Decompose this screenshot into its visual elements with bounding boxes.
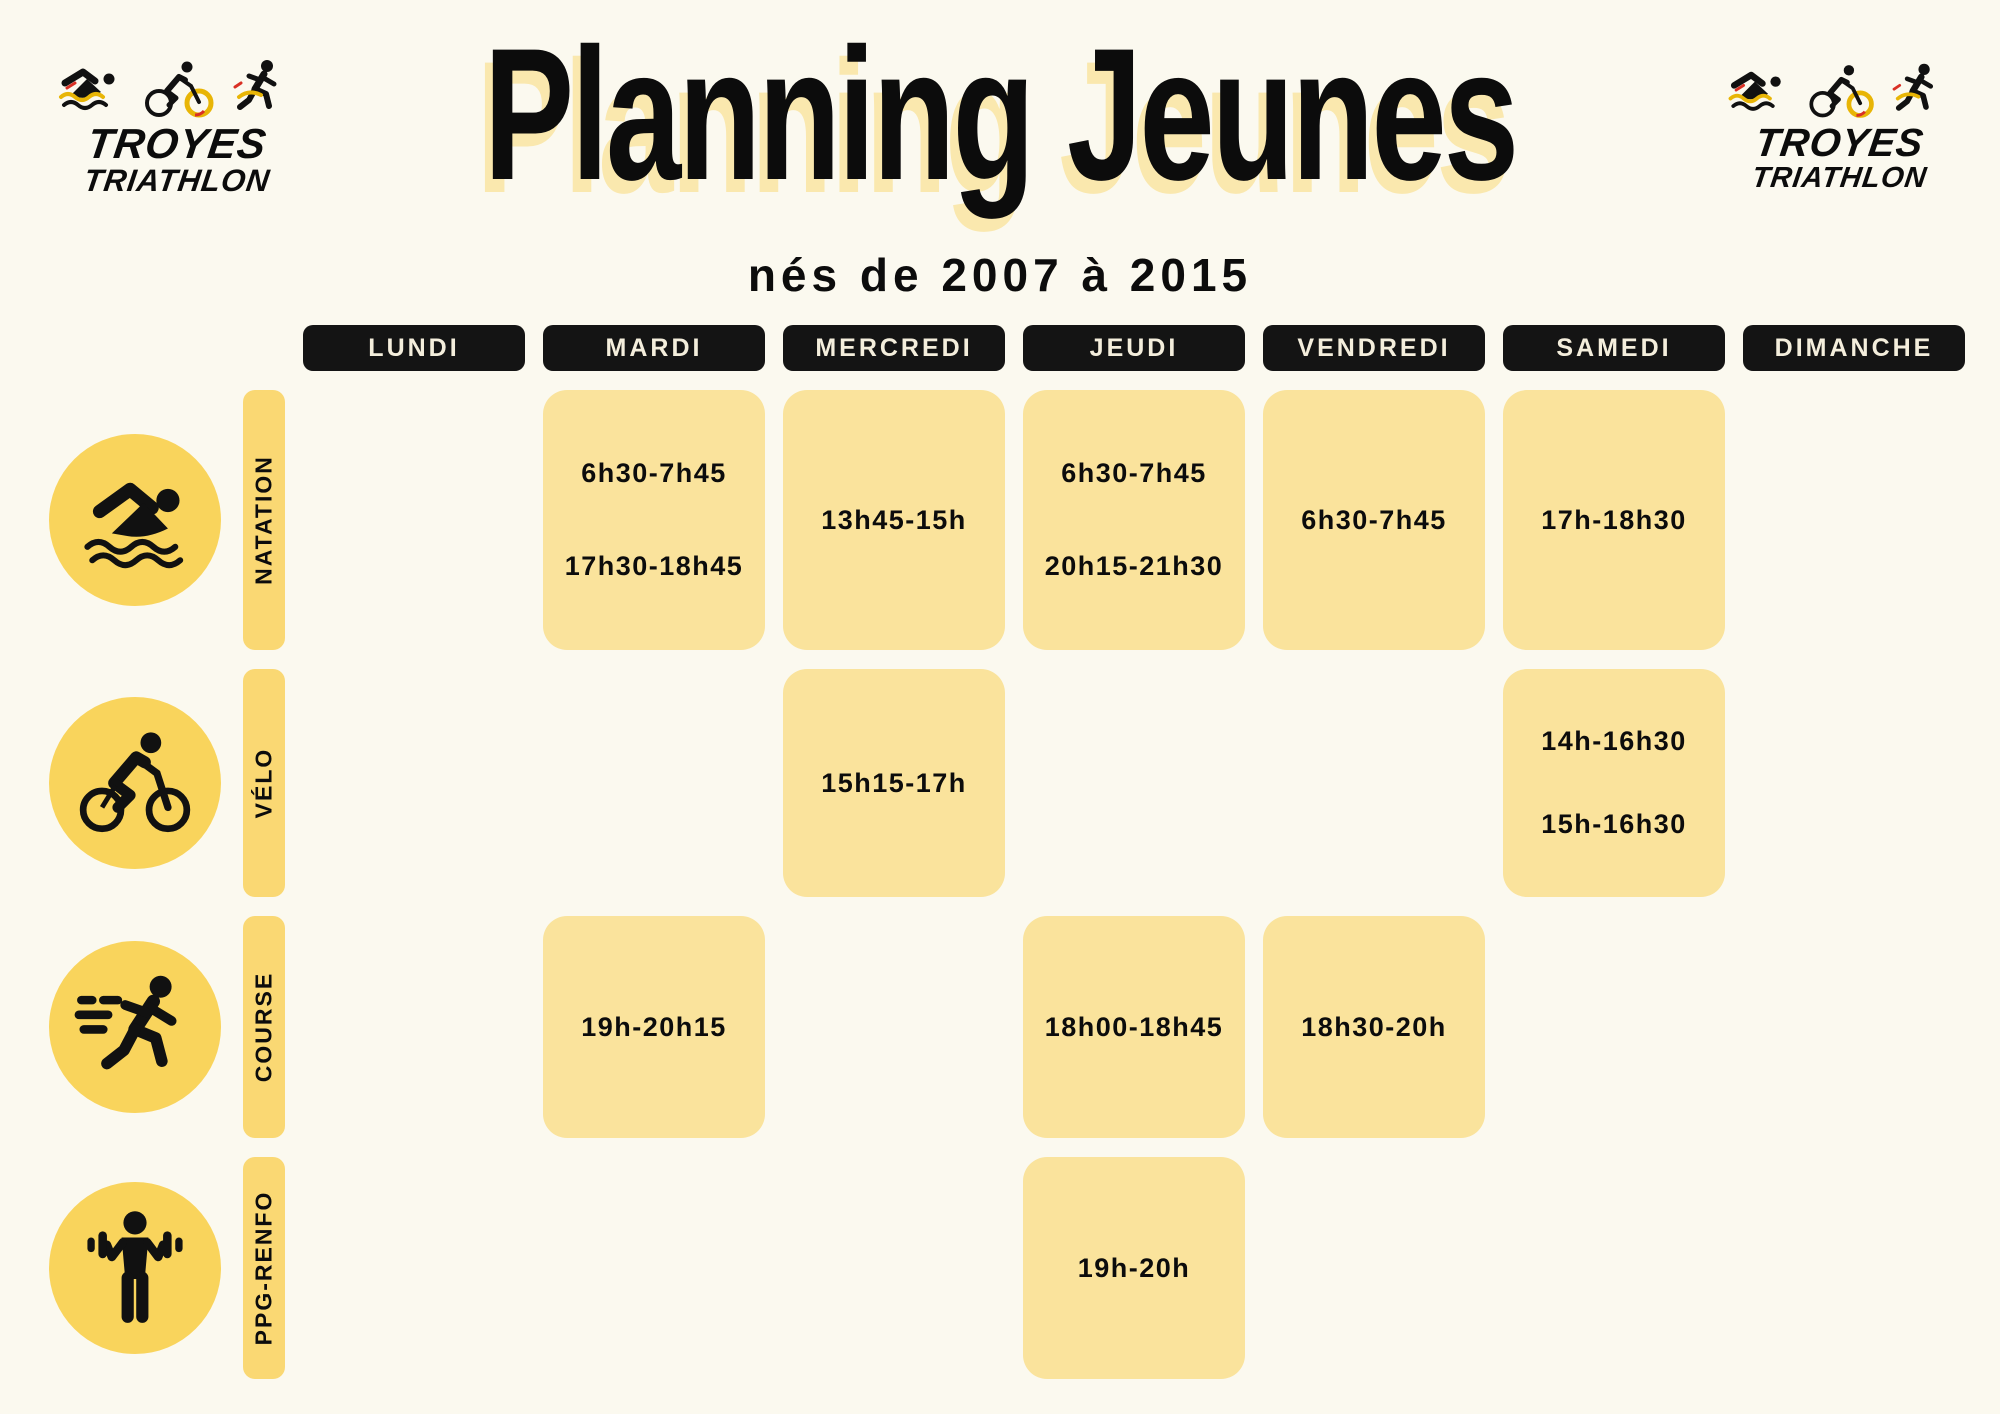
row-label-strip-course: COURSE xyxy=(243,916,285,1138)
club-logo-left: TROYES TRIATHLON xyxy=(52,56,302,198)
empty-cell-course-dimanche xyxy=(1743,916,1965,1138)
course-icon-circle xyxy=(49,941,221,1113)
session-time: 6h30-7h45 xyxy=(1301,504,1447,535)
session-time: 13h45-15h xyxy=(821,504,967,535)
row-label-strip-velo: VÉLO xyxy=(243,669,285,897)
row-label-velo: VÉLO xyxy=(250,747,277,819)
empty-cell-velo-lundi xyxy=(303,669,525,897)
empty-cell-ppg-renfo-lundi xyxy=(303,1157,525,1379)
session-time: 15h15-17h xyxy=(821,767,967,798)
empty-cell-course-samedi xyxy=(1503,916,1725,1138)
header-spacer xyxy=(243,325,285,371)
sport-icon-cell-natation xyxy=(45,390,225,650)
day-header-samedi: SAMEDI xyxy=(1503,325,1725,371)
page-title: Planning Jeunes xyxy=(483,9,1519,219)
empty-cell-ppg-renfo-samedi xyxy=(1503,1157,1725,1379)
header-spacer xyxy=(45,325,225,371)
session-time: 17h30-18h45 xyxy=(564,551,744,581)
empty-cell-ppg-renfo-dimanche xyxy=(1743,1157,1965,1379)
row-label-course: COURSE xyxy=(250,971,277,1083)
triathlon-logo-icon xyxy=(1728,63,1934,118)
session-time: 18h30-20h xyxy=(1301,1011,1447,1042)
row-label-natation: NATATION xyxy=(250,455,277,585)
empty-cell-natation-dimanche xyxy=(1743,390,1965,650)
session-time: 6h30-7h45 xyxy=(1061,458,1207,488)
empty-cell-ppg-renfo-vendredi xyxy=(1263,1157,1485,1379)
sport-icon-cell-course xyxy=(45,916,225,1138)
empty-cell-natation-lundi xyxy=(303,390,525,650)
session-card-velo-mercredi: 15h15-17h xyxy=(783,669,1005,897)
empty-cell-velo-dimanche xyxy=(1743,669,1965,897)
day-header-mercredi: MERCREDI xyxy=(783,325,1005,371)
session-time: 15h-16h30 xyxy=(1541,808,1687,839)
empty-cell-velo-jeudi xyxy=(1023,669,1245,897)
schedule-grid: LUNDI MARDI MERCREDI JEUDI VENDREDI SAMEDI DIM… xyxy=(45,325,1965,1379)
runner-icon xyxy=(74,975,177,1070)
empty-cell-ppg-renfo-mercredi xyxy=(783,1157,1005,1379)
session-card-natation-mercredi: 13h45-15h xyxy=(783,390,1005,650)
day-header-jeudi: JEUDI xyxy=(1023,325,1245,371)
empty-cell-velo-vendredi xyxy=(1263,669,1485,897)
row-label-cell-natation: NATATION xyxy=(243,390,285,650)
velo-icon-circle xyxy=(49,697,221,869)
session-time: 20h15-21h30 xyxy=(1044,551,1224,581)
sport-icon-cell-velo xyxy=(45,669,225,897)
page-subtitle: nés de 2007 à 2015 xyxy=(747,249,1253,301)
session-card-natation-vendredi: 6h30-7h45 xyxy=(1263,390,1485,650)
session-card-course-mardi: 19h-20h15 xyxy=(543,916,765,1138)
sport-icon-cell-ppg-renfo xyxy=(45,1157,225,1379)
row-label-strip-natation: NATATION xyxy=(243,390,285,650)
day-header-vendredi: VENDREDI xyxy=(1263,325,1485,371)
club-name-line2: TRIATHLON xyxy=(1749,160,1930,194)
cyclist-icon xyxy=(79,732,191,833)
session-time: 19h-20h15 xyxy=(581,1011,727,1042)
session-time: 17h-18h30 xyxy=(1541,504,1687,535)
session-time: 14h-16h30 xyxy=(1541,726,1687,757)
natation-icon-circle xyxy=(49,434,221,606)
day-header-dimanche: DIMANCHE xyxy=(1743,325,1965,371)
session-card-course-vendredi: 18h30-20h xyxy=(1263,916,1485,1138)
session-card-natation-jeudi: 6h30-7h45 20h15-21h30 xyxy=(1023,390,1245,650)
empty-cell-ppg-renfo-mardi xyxy=(543,1157,765,1379)
triathlon-logo-icon xyxy=(59,60,277,118)
empty-cell-course-mercredi xyxy=(783,916,1005,1138)
session-card-ppg-renfo-jeudi: 19h-20h xyxy=(1023,1157,1245,1379)
session-card-natation-samedi: 17h-18h30 xyxy=(1503,390,1725,650)
row-label-cell-course: COURSE xyxy=(243,916,285,1138)
strength-icon xyxy=(87,1211,183,1323)
club-name-line1: TROYES xyxy=(84,120,270,167)
session-time: 18h00-18h45 xyxy=(1044,1011,1224,1042)
session-time: 6h30-7h45 xyxy=(581,458,727,488)
empty-cell-course-lundi xyxy=(303,916,525,1138)
session-card-course-jeudi: 18h00-18h45 xyxy=(1023,916,1245,1138)
empty-cell-velo-mardi xyxy=(543,669,765,897)
session-card-natation-mardi: 6h30-7h45 17h30-18h45 xyxy=(543,390,765,650)
swimmer-icon xyxy=(84,482,184,569)
row-label-cell-ppg-renfo: PPG-RENFO xyxy=(243,1157,285,1379)
day-header-mardi: MARDI xyxy=(543,325,765,371)
triathlon-athletes-icon xyxy=(52,56,302,122)
row-label-strip-ppg-renfo: PPG-RENFO xyxy=(243,1157,285,1379)
day-header-lundi: LUNDI xyxy=(303,325,525,371)
row-label-cell-velo: VÉLO xyxy=(243,669,285,897)
session-card-velo-samedi: 14h-16h30 15h-16h30 xyxy=(1503,669,1725,897)
triathlon-athletes-icon xyxy=(1722,60,1957,122)
club-name-line2: TRIATHLON xyxy=(81,162,273,198)
club-name-line1: TROYES xyxy=(1752,120,1927,165)
club-logo-right: TROYES TRIATHLON xyxy=(1722,60,1957,194)
row-label-ppg-renfo: PPG-RENFO xyxy=(250,1190,277,1346)
session-time: 19h-20h xyxy=(1077,1252,1191,1283)
ppg-renfo-icon-circle xyxy=(49,1182,221,1354)
